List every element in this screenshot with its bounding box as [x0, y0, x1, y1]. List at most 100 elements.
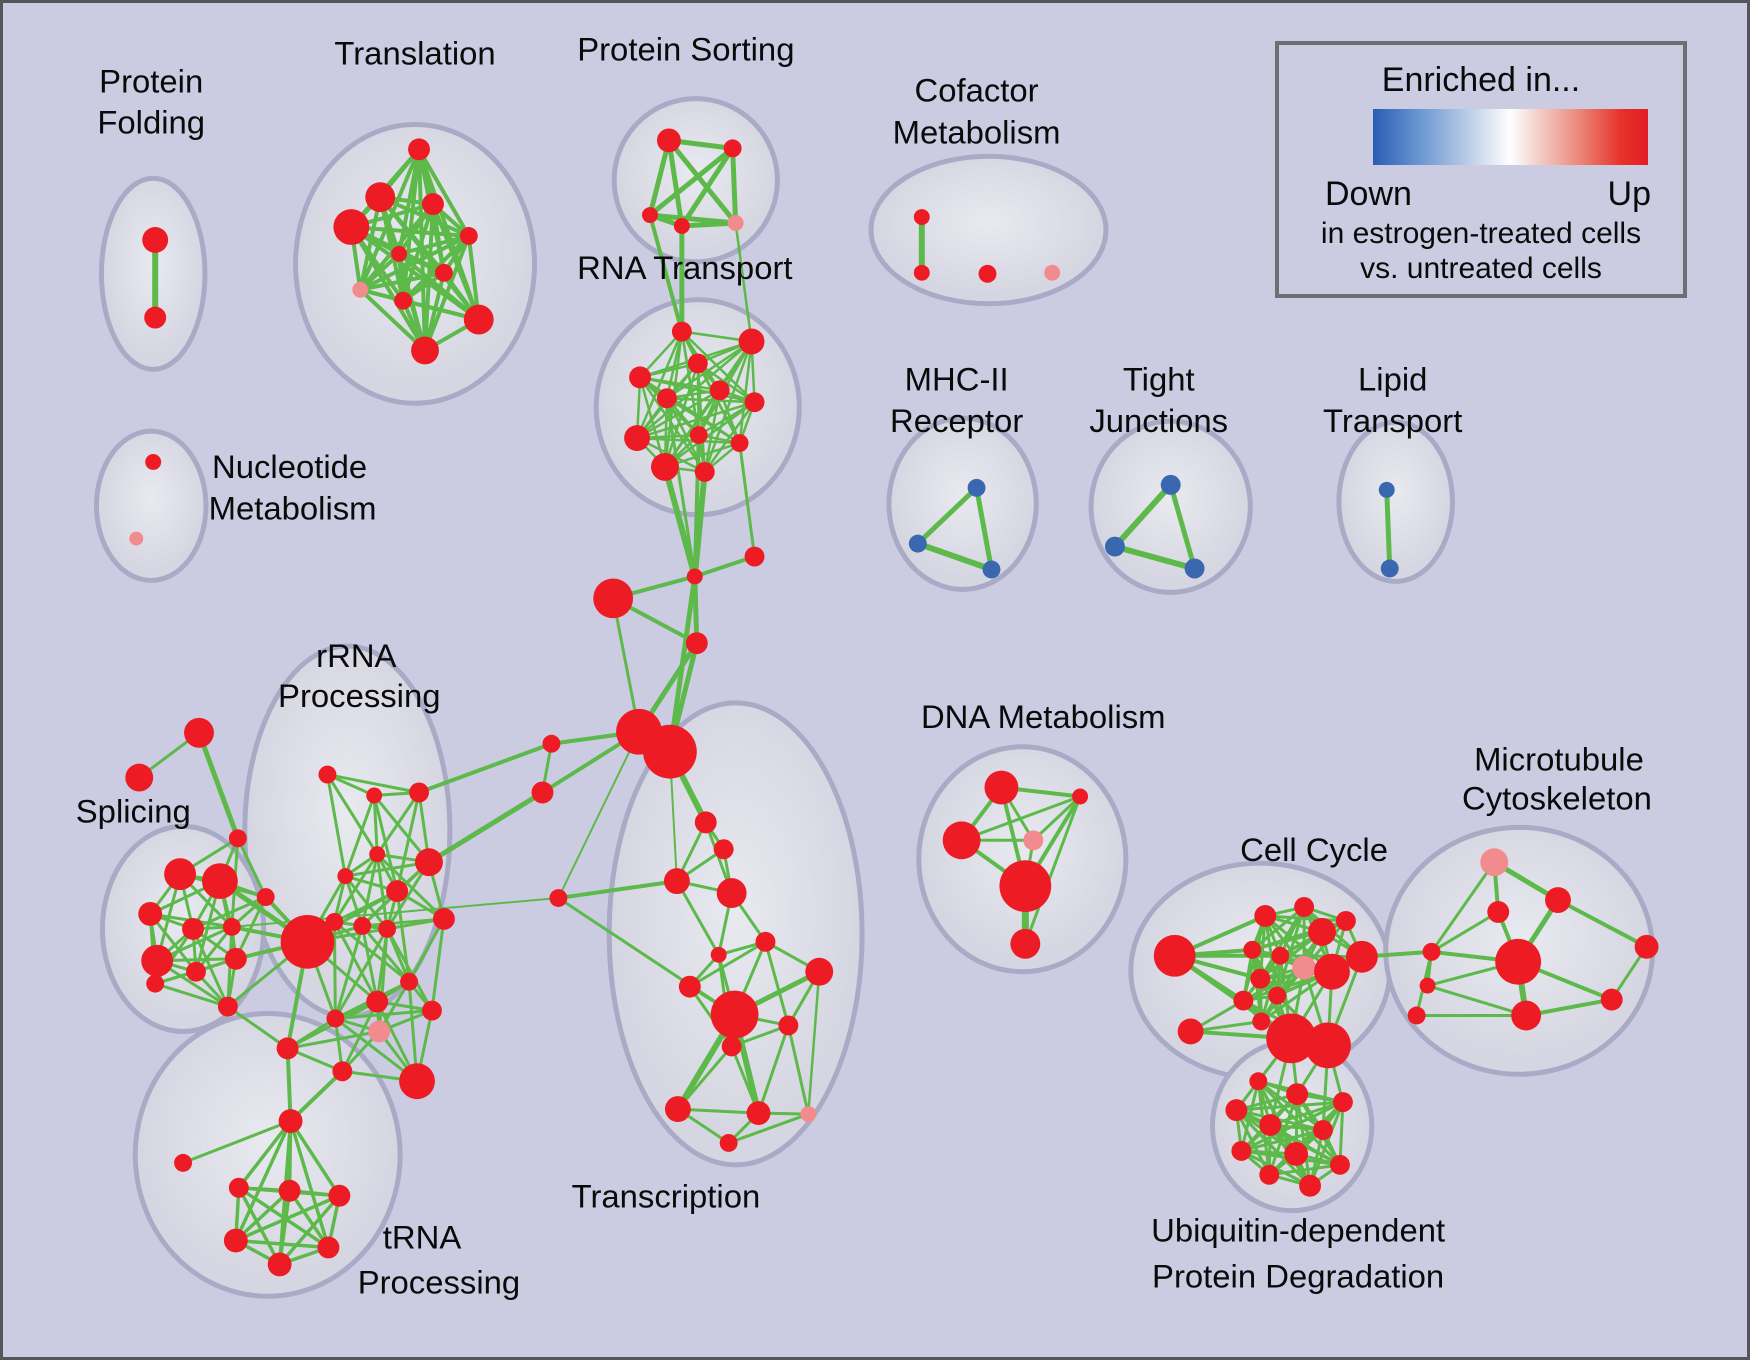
rna_transport-node-8[interactable]: [689, 426, 708, 445]
connectors-node-6[interactable]: [542, 734, 561, 753]
trna_processing-node-4[interactable]: [328, 1184, 351, 1207]
mhc_ii_receptor-node-1[interactable]: [908, 534, 927, 553]
transcription-node-6[interactable]: [678, 975, 701, 998]
splicing-node-2[interactable]: [228, 829, 247, 848]
cell_cycle-node-5[interactable]: [1308, 917, 1336, 946]
protein_sorting-node-1[interactable]: [723, 139, 742, 158]
dna_metabolism-node-5[interactable]: [1010, 928, 1041, 959]
splicing-node-4[interactable]: [201, 863, 238, 900]
translation-node-9[interactable]: [463, 304, 494, 335]
protein_sorting-node-4[interactable]: [727, 215, 744, 231]
transcription-node-10[interactable]: [721, 1036, 742, 1057]
ubiquitin_degradation-node-2[interactable]: [1225, 1099, 1248, 1122]
rrna_processing-node-5[interactable]: [386, 880, 409, 903]
connectors-node-0[interactable]: [686, 568, 703, 585]
dna_metabolism-node-2[interactable]: [942, 821, 981, 860]
cell_cycle-node-14[interactable]: [1266, 1013, 1317, 1064]
dna_metabolism-node-1[interactable]: [1072, 788, 1089, 805]
splicing-node-3[interactable]: [164, 858, 197, 891]
splicing-node-1[interactable]: [125, 763, 154, 792]
microtubule_cytoskeleton-node-1[interactable]: [1545, 887, 1571, 913]
rrna_processing-node-8[interactable]: [353, 916, 372, 935]
microtubule_cytoskeleton-node-0[interactable]: [1480, 848, 1509, 877]
splicing-node-9[interactable]: [186, 961, 206, 982]
ubiquitin_degradation-node-1[interactable]: [1286, 1083, 1309, 1106]
protein_folding-node-0[interactable]: [142, 227, 169, 253]
ubiquitin_degradation-node-8[interactable]: [1329, 1154, 1350, 1175]
transcription-node-5[interactable]: [710, 946, 727, 963]
cell_cycle-node-8[interactable]: [1292, 955, 1317, 980]
cell_cycle-node-12[interactable]: [1233, 990, 1254, 1011]
mhc_ii_receptor-node-0[interactable]: [967, 478, 986, 497]
cell_cycle-node-3[interactable]: [1294, 897, 1315, 917]
splicing-node-6[interactable]: [182, 917, 204, 940]
rrna_processing-node-11[interactable]: [432, 907, 455, 930]
protein_sorting-node-2[interactable]: [642, 207, 658, 224]
rrna_processing-node-3[interactable]: [369, 846, 386, 863]
protein_sorting-node-0[interactable]: [656, 128, 681, 153]
microtubule_cytoskeleton-node-5[interactable]: [1600, 988, 1623, 1011]
ubiquitin_degradation-node-5[interactable]: [1313, 1120, 1333, 1140]
trna_processing-node-1[interactable]: [174, 1153, 193, 1172]
translation-node-3[interactable]: [333, 209, 370, 245]
connectors-node-1[interactable]: [744, 546, 765, 567]
transcription-node-0[interactable]: [694, 811, 717, 834]
rna_transport-node-2[interactable]: [629, 366, 651, 389]
rrna_processing-node-19[interactable]: [276, 1037, 299, 1060]
transcription-node-4[interactable]: [755, 931, 776, 952]
cell_cycle-node-7[interactable]: [1271, 946, 1290, 965]
tight_junctions-node-1[interactable]: [1104, 536, 1125, 557]
transcription-node-11[interactable]: [664, 1096, 691, 1123]
rna_transport-node-1[interactable]: [738, 328, 765, 355]
microtubule_cytoskeleton-node-6[interactable]: [1422, 942, 1441, 961]
ubiquitin_degradation-node-6[interactable]: [1231, 1140, 1252, 1161]
connectors-node-7[interactable]: [531, 781, 554, 804]
translation-node-1[interactable]: [365, 182, 396, 213]
rrna_processing-node-9[interactable]: [378, 919, 397, 938]
cell_cycle-node-6[interactable]: [1243, 940, 1262, 959]
rrna_processing-node-12[interactable]: [400, 972, 419, 991]
rna_transport-node-5[interactable]: [656, 388, 677, 409]
translation-node-6[interactable]: [434, 263, 453, 282]
cofactor_metabolism-node-2[interactable]: [978, 264, 997, 283]
rrna_processing-node-7[interactable]: [325, 912, 344, 931]
rrna_processing-node-15[interactable]: [326, 1009, 345, 1028]
cell_cycle-node-13[interactable]: [1252, 1012, 1271, 1031]
connectors-node-8[interactable]: [549, 889, 568, 907]
rrna_processing-node-18[interactable]: [399, 1063, 435, 1100]
cell_cycle-node-10[interactable]: [1250, 968, 1271, 989]
trna_processing-node-7[interactable]: [267, 1252, 292, 1277]
translation-node-5[interactable]: [391, 245, 408, 262]
rna_transport-node-6[interactable]: [744, 392, 765, 413]
trna_processing-node-2[interactable]: [228, 1177, 249, 1198]
lipid_transport-node-0[interactable]: [1378, 481, 1395, 498]
translation-node-7[interactable]: [352, 281, 369, 298]
translation-node-0[interactable]: [408, 138, 430, 161]
rrna_processing-node-6[interactable]: [415, 848, 443, 877]
protein_folding-node-1[interactable]: [144, 306, 167, 329]
splicing-node-12[interactable]: [146, 974, 165, 993]
connectors-node-5[interactable]: [643, 724, 697, 779]
translation-node-10[interactable]: [411, 336, 439, 365]
cofactor_metabolism-node-0[interactable]: [913, 209, 930, 226]
splicing-node-13[interactable]: [256, 888, 275, 906]
rna_transport-node-11[interactable]: [694, 461, 715, 482]
transcription-node-8[interactable]: [710, 990, 759, 1039]
translation-node-2[interactable]: [422, 193, 444, 216]
microtubule_cytoskeleton-node-7[interactable]: [1419, 977, 1436, 994]
cell_cycle-node-9[interactable]: [1314, 953, 1350, 990]
transcription-node-2[interactable]: [663, 868, 690, 895]
transcription-node-9[interactable]: [778, 1015, 799, 1036]
transcription-node-7[interactable]: [805, 957, 834, 986]
rrna_processing-node-4[interactable]: [337, 868, 354, 885]
microtubule_cytoskeleton-node-3[interactable]: [1495, 938, 1542, 985]
dna_metabolism-node-3[interactable]: [1023, 830, 1044, 851]
rna_transport-node-0[interactable]: [671, 321, 692, 342]
cell_cycle-node-2[interactable]: [1254, 905, 1277, 927]
rrna_processing-node-17[interactable]: [332, 1061, 353, 1082]
transcription-node-1[interactable]: [713, 839, 734, 860]
tight_junctions-node-2[interactable]: [1184, 558, 1205, 579]
splicing-node-10[interactable]: [224, 947, 247, 970]
ubiquitin_degradation-node-9[interactable]: [1259, 1164, 1280, 1185]
